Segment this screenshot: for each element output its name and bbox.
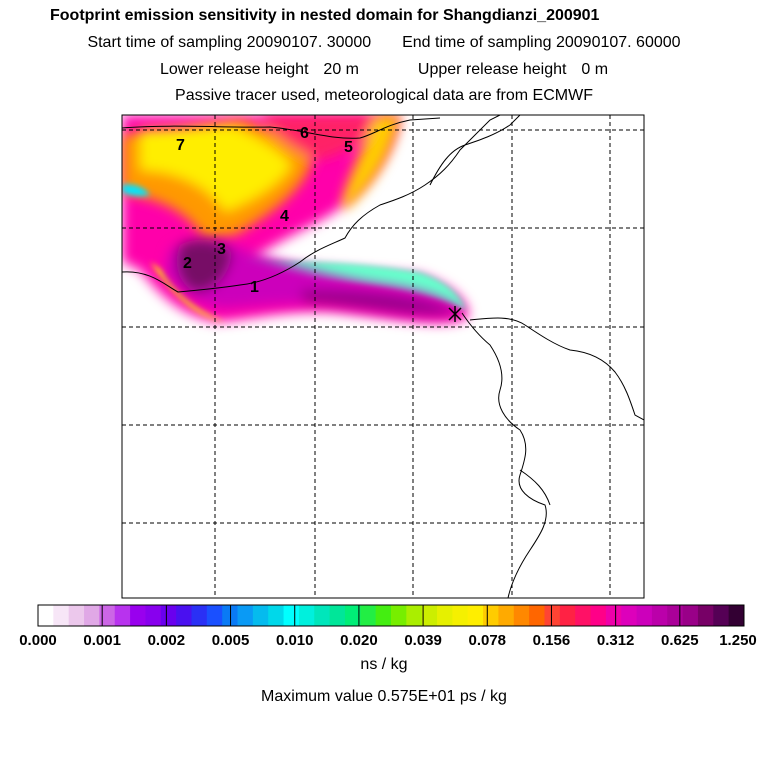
- map-title: Footprint emission sensitivity in nested…: [50, 7, 600, 24]
- plume-label-2: 2: [183, 255, 192, 272]
- colorbar-cell: [544, 605, 561, 626]
- colorbar-cell: [329, 605, 346, 626]
- colorbar-tick-label: 0.005: [212, 632, 250, 649]
- colorbar-cell: [728, 605, 745, 626]
- data-note: Passive tracer used, meteorological data…: [175, 87, 593, 104]
- maximum-value: Maximum value 0.575E+01 ps / kg: [261, 688, 507, 705]
- colorbar-cell: [84, 605, 100, 626]
- colorbar-cell: [575, 605, 592, 626]
- plume-label-1: 1: [250, 279, 259, 296]
- colorbar-cell: [651, 605, 668, 626]
- colorbar-cell: [621, 605, 638, 626]
- colorbar-cell: [298, 605, 315, 626]
- colorbar-cell: [636, 605, 653, 626]
- colorbar-cell: [176, 605, 192, 626]
- receptor-marker: [448, 306, 462, 322]
- colorbar-cell: [283, 605, 300, 626]
- colorbar-cell: [697, 605, 714, 626]
- colorbar-cell: [344, 605, 361, 626]
- upper-height-label: Upper release height: [417, 61, 567, 78]
- colorbar-unit: ns / kg: [360, 656, 408, 673]
- plume-field: [122, 115, 469, 324]
- colorbar-cell: [268, 605, 285, 626]
- colorbar-tick-label: 0.039: [404, 632, 442, 649]
- colorbar-cells: [38, 605, 745, 626]
- colorbar-tick-label: 0.000: [19, 632, 57, 649]
- colorbar-cell: [421, 605, 438, 626]
- release-height-line: Lower release height 20 m Upper release …: [0, 61, 768, 79]
- colorbar-cell: [130, 605, 146, 626]
- plume-label-7: 7: [176, 137, 185, 154]
- colorbar-cell: [452, 605, 469, 626]
- end-time-label: End time of sampling: [402, 34, 552, 51]
- colorbar-cell: [53, 605, 70, 626]
- plume-label-6: 6: [300, 125, 309, 142]
- plume-label-3: 3: [217, 241, 226, 258]
- colorbar-cell: [529, 605, 545, 626]
- plume-label-4: 4: [280, 208, 289, 225]
- colorbar-cell: [467, 605, 484, 626]
- colorbar-cell: [314, 605, 331, 626]
- footprint-map: 1 2 3 4 5 6 7: [121, 114, 645, 599]
- colorbar-tick-label: 1.250: [719, 632, 757, 649]
- colorbar-frame: [37, 604, 745, 627]
- colorbar-tick-label: 0.020: [340, 632, 378, 649]
- colorbar-cell: [437, 605, 453, 626]
- colorbar-tick-label: 0.001: [83, 632, 121, 649]
- colorbar-cell: [114, 605, 131, 626]
- colorbar-cell: [682, 605, 699, 626]
- colorbar-cell: [513, 605, 530, 626]
- colorbar-cell: [391, 605, 407, 626]
- map-frame: [121, 114, 645, 599]
- colorbar-cell: [160, 605, 177, 626]
- colorbar-cell: [237, 605, 254, 626]
- start-time-label: Start time of sampling: [87, 34, 243, 51]
- colorbar: 0.000 0.001 0.002 0.005 0.010 0.020 0.039 0.078…: [19, 604, 757, 649]
- colorbar-cell: [590, 605, 607, 626]
- colorbar-tick-label: 0.156: [533, 632, 571, 649]
- colorbar-cell: [498, 605, 515, 626]
- lower-height-label: Lower release height: [159, 61, 309, 78]
- colorbar-cell: [406, 605, 423, 626]
- colorbar-cell: [38, 605, 54, 626]
- upper-height-value: 0 m: [581, 61, 609, 78]
- start-time-value: 20090107. 30000: [246, 34, 372, 51]
- colorbar-cell: [483, 605, 499, 626]
- colorbar-tick-labels: 0.000 0.001 0.002 0.005 0.010 0.020 0.039 0.078…: [19, 605, 757, 649]
- colorbar-tick-label: 0.078: [468, 632, 506, 649]
- colorbar-cell: [667, 605, 684, 626]
- end-time-value: 20090107. 60000: [555, 34, 681, 51]
- colorbar-tick-label: 0.002: [148, 632, 186, 649]
- colorbar-cell: [360, 605, 377, 626]
- plume-label-5: 5: [344, 139, 353, 156]
- colorbar-cell: [559, 605, 576, 626]
- colorbar-cell: [605, 605, 622, 626]
- colorbar-cell: [99, 605, 116, 626]
- colorbar-tick-label: 0.010: [276, 632, 314, 649]
- graticule: [122, 115, 644, 598]
- plume-labels: 1 2 3 4 5 6 7: [176, 125, 353, 296]
- colorbar-cell: [145, 605, 162, 626]
- lower-height-value: 20 m: [323, 61, 359, 78]
- colorbar-tick-label: 0.625: [661, 632, 699, 649]
- colorbar-cell: [68, 605, 85, 626]
- sampling-time-line: Start time of sampling 20090107. 30000 E…: [0, 34, 768, 52]
- colorbar-cell: [191, 605, 208, 626]
- colorbar-cell: [206, 605, 223, 626]
- colorbar-cell: [252, 605, 269, 626]
- colorbar-cell: [713, 605, 730, 626]
- colorbar-tick-label: 0.312: [597, 632, 635, 649]
- colorbar-cell: [375, 605, 392, 626]
